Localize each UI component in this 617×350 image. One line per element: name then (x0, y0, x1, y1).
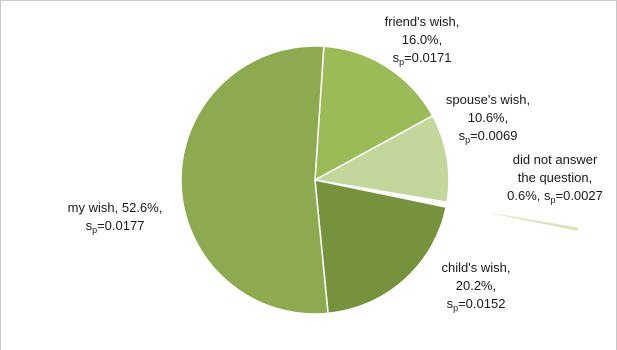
pie-slice-friend-s-wish (314, 45, 434, 182)
data-label-child-s-wish: child's wish, 20.2%, sp=0.0152 (442, 260, 511, 313)
pie-slice-did-not-answer-the-question (446, 203, 580, 233)
data-label-did-not-answer-the-question: did not answer the question, 0.6%, sp=0.00… (507, 152, 603, 205)
pie-slice-spouse-s-wish (312, 114, 450, 204)
pie-slice-child-s-wish (314, 179, 448, 315)
pie-slice-my-wish (180, 45, 329, 315)
data-label-spouse-s-wish: spouse's wish, 10.6%, sp=0.0069 (446, 92, 530, 145)
data-label-my-wish: my wish, 52.6%, sp=0.0177 (68, 200, 163, 235)
data-label-friend-s-wish: friend's wish, 16.0%, sp=0.0171 (385, 14, 460, 67)
